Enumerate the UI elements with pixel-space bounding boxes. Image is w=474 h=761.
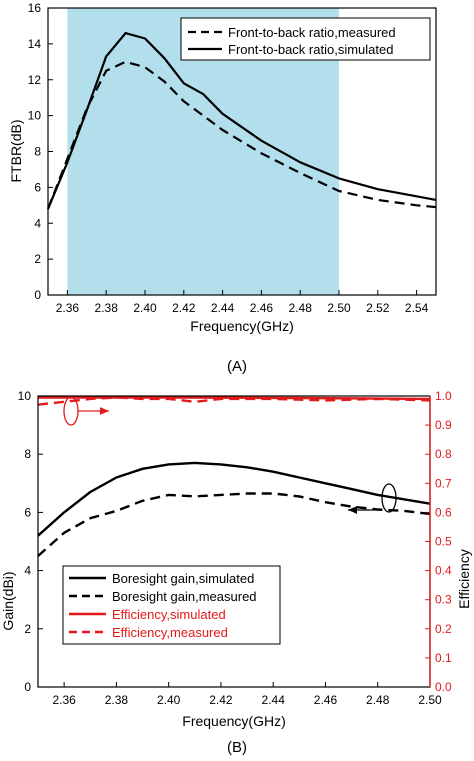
x-axis-label-a: Frequency(GHz) bbox=[190, 318, 293, 334]
series-line-efficiency-measured bbox=[37, 396, 431, 406]
y-tick-label: 4 bbox=[24, 564, 31, 578]
legend-box-a bbox=[180, 17, 431, 61]
y2-tick-label: 0.8 bbox=[435, 447, 452, 461]
x-tick-label: 2.36 bbox=[56, 301, 80, 315]
x-tick-label: 2.36 bbox=[52, 693, 76, 707]
y2-tick-label: 0.2 bbox=[435, 622, 452, 636]
y-tick-label: 10 bbox=[28, 109, 42, 123]
y2-tick-label: 0.4 bbox=[435, 564, 452, 578]
y-tick-label: 14 bbox=[28, 37, 42, 51]
y-tick-label: 0 bbox=[24, 680, 31, 694]
series-line-measured bbox=[46, 60, 437, 210]
series-group-a bbox=[46, 31, 437, 210]
chart-b: 2.36 2.38 2.40 2.42 2.44 2.46 2.48 2.50 0 2 4 6 8 10… bbox=[0, 389, 472, 756]
x-axis-label-b: Frequency(GHz) bbox=[182, 713, 285, 729]
legend-label-eff-measured: Efficiency,measured bbox=[112, 625, 228, 640]
y-axis-label-b: Gain(dBi) bbox=[0, 571, 16, 630]
series-line-simulated bbox=[46, 31, 437, 210]
x-tick-labels-a: 2.36 2.38 2.40 2.42 2.44 2.46 2.48 2.50 2.52 2.54 bbox=[56, 301, 429, 315]
y2-axis-label-b: Efficiency bbox=[456, 549, 472, 609]
x-tick-label: 2.42 bbox=[209, 693, 233, 707]
x-tick-labels-b: 2.36 2.38 2.40 2.42 2.44 2.46 2.48 2.50 bbox=[52, 693, 442, 707]
y2-tick-label: 0.0 bbox=[435, 680, 452, 694]
y-tick-label: 16 bbox=[28, 1, 42, 15]
legend-label-ftbr-simulated: Front-to-back ratio,simulated bbox=[228, 42, 393, 57]
y-tick-label: 12 bbox=[28, 73, 42, 87]
y2-tick-label: 0.7 bbox=[435, 476, 452, 490]
legend-a: Front-to-back ratio,measured Front-to-ba… bbox=[180, 17, 431, 61]
y-tick-label: 2 bbox=[34, 252, 41, 266]
panel-label-b: (B) bbox=[227, 739, 247, 756]
chart-a: 2.36 2.38 2.40 2.42 2.44 2.46 2.48 2.50 2.52 2.54… bbox=[8, 1, 437, 375]
x-tick-label: 2.40 bbox=[157, 693, 181, 707]
x-tick-label: 2.54 bbox=[405, 301, 429, 315]
x-tick-label: 2.46 bbox=[250, 301, 274, 315]
y-tick-label: 6 bbox=[34, 180, 41, 194]
plot-frame-a bbox=[47, 7, 437, 296]
y2-tick-label: 0.6 bbox=[435, 505, 452, 519]
y2-tick-labels-b: 0.0 0.1 0.2 0.3 0.4 0.5 0.6 0.7 0.8 0.9 1.0 bbox=[435, 389, 452, 694]
x-tick-label: 2.44 bbox=[211, 301, 235, 315]
y-tick-label: 0 bbox=[34, 288, 41, 302]
x-tick-label: 2.42 bbox=[172, 301, 196, 315]
series-line-gain-simulated bbox=[37, 461, 431, 537]
y2-tick-label: 0.1 bbox=[435, 651, 452, 665]
y-tick-label: 8 bbox=[34, 145, 41, 159]
x-tick-label: 2.40 bbox=[133, 301, 157, 315]
y2-tick-label: 0.3 bbox=[435, 593, 452, 607]
legend-label-gain-measured: Boresight gain,measured bbox=[112, 589, 257, 604]
y-tick-labels-a: 0 2 4 6 8 10 12 14 16 bbox=[28, 1, 42, 302]
y-tick-label: 6 bbox=[24, 505, 31, 519]
y-axis-label-a: FTBR(dB) bbox=[8, 120, 24, 183]
y2-tick-label: 0.9 bbox=[435, 418, 452, 432]
y-tick-label: 4 bbox=[34, 216, 41, 230]
x-tick-label: 2.48 bbox=[289, 301, 313, 315]
y-tick-label: 8 bbox=[24, 447, 31, 461]
y2-tick-label: 1.0 bbox=[435, 389, 452, 403]
panel-label-a: (A) bbox=[227, 358, 247, 375]
legend-label-gain-simulated: Boresight gain,simulated bbox=[112, 571, 254, 586]
gain-annotation-ellipse bbox=[381, 483, 397, 513]
legend-label-ftbr-measured: Front-to-back ratio,measured bbox=[228, 25, 396, 40]
x-tick-label: 2.44 bbox=[262, 693, 286, 707]
x-tick-label: 2.50 bbox=[418, 693, 442, 707]
series-line-gain-measured bbox=[37, 492, 431, 557]
y-tick-label: 10 bbox=[18, 389, 32, 403]
legend-b: Boresight gain,simulated Boresight gain,… bbox=[62, 565, 281, 645]
x-tick-label: 2.46 bbox=[314, 693, 338, 707]
x-tick-label: 2.52 bbox=[366, 301, 390, 315]
legend-label-eff-simulated: Efficiency,simulated bbox=[112, 607, 226, 622]
x-tick-label: 2.38 bbox=[95, 301, 119, 315]
x-tick-label: 2.48 bbox=[366, 693, 390, 707]
y-tick-labels-b: 0 2 4 6 8 10 bbox=[18, 389, 32, 694]
y-tick-label: 2 bbox=[24, 622, 31, 636]
x-tick-label: 2.50 bbox=[327, 301, 351, 315]
series-group-b bbox=[37, 396, 431, 557]
y2-tick-label: 0.5 bbox=[435, 535, 452, 549]
x-tick-label: 2.38 bbox=[105, 693, 129, 707]
